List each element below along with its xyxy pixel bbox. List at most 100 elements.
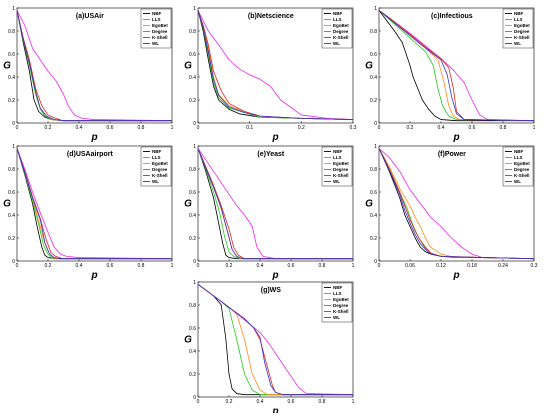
panel-d: 0 0.2 0.4 0.6 0.8 1 0 0.2 0.4 0.6 0.8 1 p G (d)USAairp…	[3, 144, 174, 281]
y-axis-label: G	[365, 199, 373, 210]
legend-label-egobet: EgoBet	[333, 23, 349, 28]
y-tick-label: 0.2	[370, 98, 377, 104]
x-tick-label: 0.6	[107, 125, 114, 131]
x-tick-label: 0.6	[469, 125, 476, 131]
series-group	[198, 148, 353, 260]
y-axis-label: G	[3, 199, 11, 210]
series-line-wl	[379, 9, 534, 122]
y-tick-label: 0.2	[189, 372, 196, 378]
x-axis-label: p	[271, 270, 278, 281]
x-axis-label: p	[271, 132, 278, 143]
y-tick-label: 0.2	[8, 98, 15, 104]
x-tick-label: 0.8	[500, 125, 507, 131]
x-tick-label: 0	[16, 125, 19, 131]
x-tick-label: 1	[533, 125, 536, 131]
series-line-wl	[17, 10, 172, 122]
legend-label-degree: Degree	[514, 29, 530, 34]
x-tick-label: 0.4	[76, 263, 83, 269]
y-tick-label: 1	[12, 6, 15, 12]
legend-box	[321, 146, 353, 187]
legend-label-degree: Degree	[333, 303, 349, 308]
panel-title: (b)Netscience	[248, 13, 294, 20]
y-tick-label: 0.6	[8, 52, 15, 58]
legend-label-wl: WL	[514, 179, 521, 184]
x-axis-label: p	[271, 406, 278, 413]
y-tick-label: 0.6	[189, 190, 196, 196]
series-line-degree	[17, 148, 172, 260]
series-line-wl	[198, 283, 353, 396]
y-tick-label: 0.4	[370, 75, 377, 81]
legend-label-lls: LLS	[333, 155, 342, 160]
y-tick-label: 0.2	[189, 98, 196, 104]
legend-label-wl: WL	[333, 41, 340, 46]
x-tick-label: 0.6	[288, 399, 295, 405]
x-tick-label: 0.8	[138, 263, 145, 269]
series-line-k-shell	[379, 9, 534, 122]
x-tick-label: 0.3	[350, 125, 357, 131]
legend-label-k-shell: K-Shell	[333, 173, 349, 178]
x-tick-label: 0.4	[76, 125, 83, 131]
legend-label-lls: LLS	[333, 291, 342, 296]
series-line-wl	[198, 148, 353, 260]
series-line-lls	[379, 10, 534, 122]
series-group	[198, 283, 353, 396]
panel-title: (c)Infectious	[431, 13, 473, 20]
x-tick-label: 0	[197, 263, 200, 269]
legend-label-degree: Degree	[514, 167, 530, 172]
y-tick-label: 0.6	[370, 52, 377, 58]
legend-label-k-shell: K-Shell	[333, 309, 349, 314]
series-line-degree	[198, 10, 353, 120]
series-line-degree	[17, 10, 172, 122]
x-axis-label: p	[452, 132, 459, 143]
y-tick-label: 0.4	[8, 213, 15, 219]
y-tick-label: 0.8	[370, 167, 377, 173]
x-tick-label: 0.2	[226, 263, 233, 269]
legend-label-nbf: NBF	[333, 285, 342, 290]
panel-title: (g)WS	[261, 287, 282, 294]
panel-g: 0 0.2 0.4 0.6 0.8 1 0 0.2 0.4 0.6 0.8 1 p G (g)WS NBFLL…	[184, 280, 355, 417]
legend-label-nbf: NBF	[514, 11, 523, 16]
panel-title: (e)Yeast	[257, 151, 285, 158]
panel-a: 0 0.2 0.4 0.6 0.8 1 0 0.2 0.4 0.6 0.8 1 p G (a)USAir NB…	[3, 6, 174, 143]
y-tick-label: 0.8	[8, 167, 15, 173]
x-tick-label: 0.2	[226, 399, 233, 405]
y-tick-label: 0.6	[370, 190, 377, 196]
legend-box	[140, 146, 172, 187]
legend-label-nbf: NBF	[514, 149, 523, 154]
y-tick-label: 1	[12, 144, 15, 150]
x-tick-label: 0.2	[45, 263, 52, 269]
panel-title: (f)Power	[438, 151, 466, 158]
y-tick-label: 0.2	[8, 236, 15, 242]
legend-label-degree: Degree	[152, 29, 168, 34]
series-line-degree	[379, 148, 534, 260]
x-tick-label: 0.12	[436, 263, 446, 269]
legend-label-degree: Degree	[152, 167, 168, 172]
panel-e: 0 0.2 0.4 0.6 0.8 1 0 0.2 0.4 0.6 0.8 1 p G (e)Yeast NB…	[184, 144, 355, 281]
y-tick-label: 0.6	[189, 52, 196, 58]
panel-title: (d)USAairport	[67, 151, 114, 158]
legend-label-lls: LLS	[514, 155, 523, 160]
legend-box	[502, 146, 534, 187]
series-line-wl	[379, 148, 534, 260]
y-tick-label: 0.6	[8, 190, 15, 196]
legend-label-wl: WL	[514, 41, 521, 46]
y-tick-label: 0	[193, 121, 196, 127]
x-tick-label: 0.8	[138, 125, 145, 131]
legend-label-wl: WL	[152, 41, 159, 46]
x-tick-label: 1	[171, 263, 174, 269]
y-axis-label: G	[184, 199, 192, 210]
x-tick-label: 0.4	[257, 399, 264, 405]
legend-box	[140, 8, 172, 49]
series-group	[17, 10, 172, 122]
y-tick-label: 0	[12, 121, 15, 127]
x-tick-label: 0.8	[319, 263, 326, 269]
y-tick-label: 0.8	[189, 303, 196, 309]
x-tick-label: 0.1	[246, 125, 253, 131]
x-tick-label: 0.4	[438, 125, 445, 131]
y-axis-label: G	[3, 61, 11, 72]
x-tick-label: 0.2	[45, 125, 52, 131]
series-line-degree	[379, 9, 534, 122]
